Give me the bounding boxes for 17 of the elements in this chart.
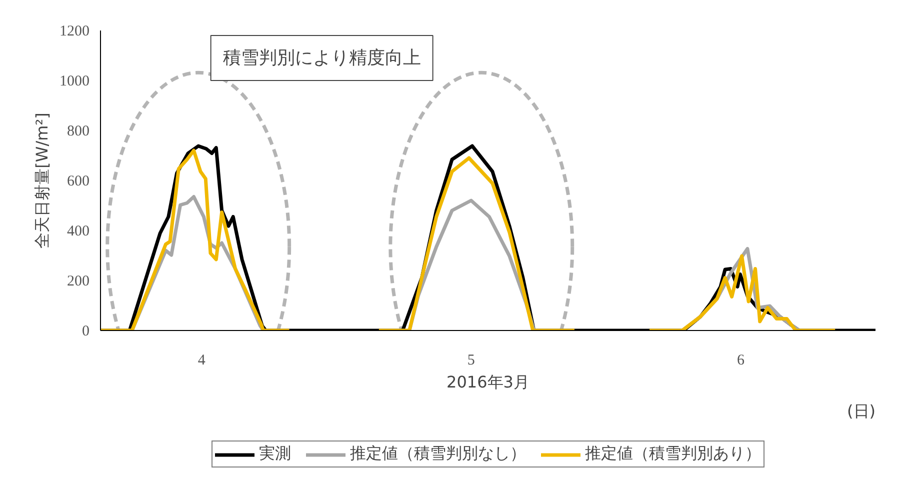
- y-tick-label: 800: [67, 124, 90, 140]
- x-tick-label: 5: [467, 352, 475, 368]
- y-tick-label: 1200: [60, 24, 90, 40]
- x-axis-title: 2016年3月: [446, 372, 530, 392]
- y-tick-label: 1000: [60, 74, 90, 90]
- x-tick-label: 6: [736, 352, 745, 368]
- y-tick-label: 400: [67, 224, 90, 240]
- y-tick-label: 200: [67, 274, 90, 290]
- x-tick-label: 4: [198, 352, 206, 368]
- y-tick-label: 600: [67, 174, 90, 190]
- legend-label: 推定値（積雪判別なし）: [350, 444, 526, 464]
- annotation: 積雪判別により精度向上: [222, 48, 421, 68]
- y-axis-title: 全天日射量[W/m²]: [32, 112, 52, 248]
- text: (日): [847, 402, 876, 420]
- legend-label: 実測: [259, 444, 291, 464]
- legend-label: 推定値（積雪判別あり）: [585, 444, 761, 464]
- y-tick-label: 0: [82, 324, 90, 340]
